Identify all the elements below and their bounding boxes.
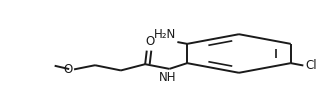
Text: O: O	[145, 35, 155, 48]
Text: Cl: Cl	[305, 59, 317, 72]
Text: NH: NH	[159, 71, 176, 85]
Text: O: O	[63, 63, 72, 76]
Text: H₂N: H₂N	[154, 28, 176, 41]
